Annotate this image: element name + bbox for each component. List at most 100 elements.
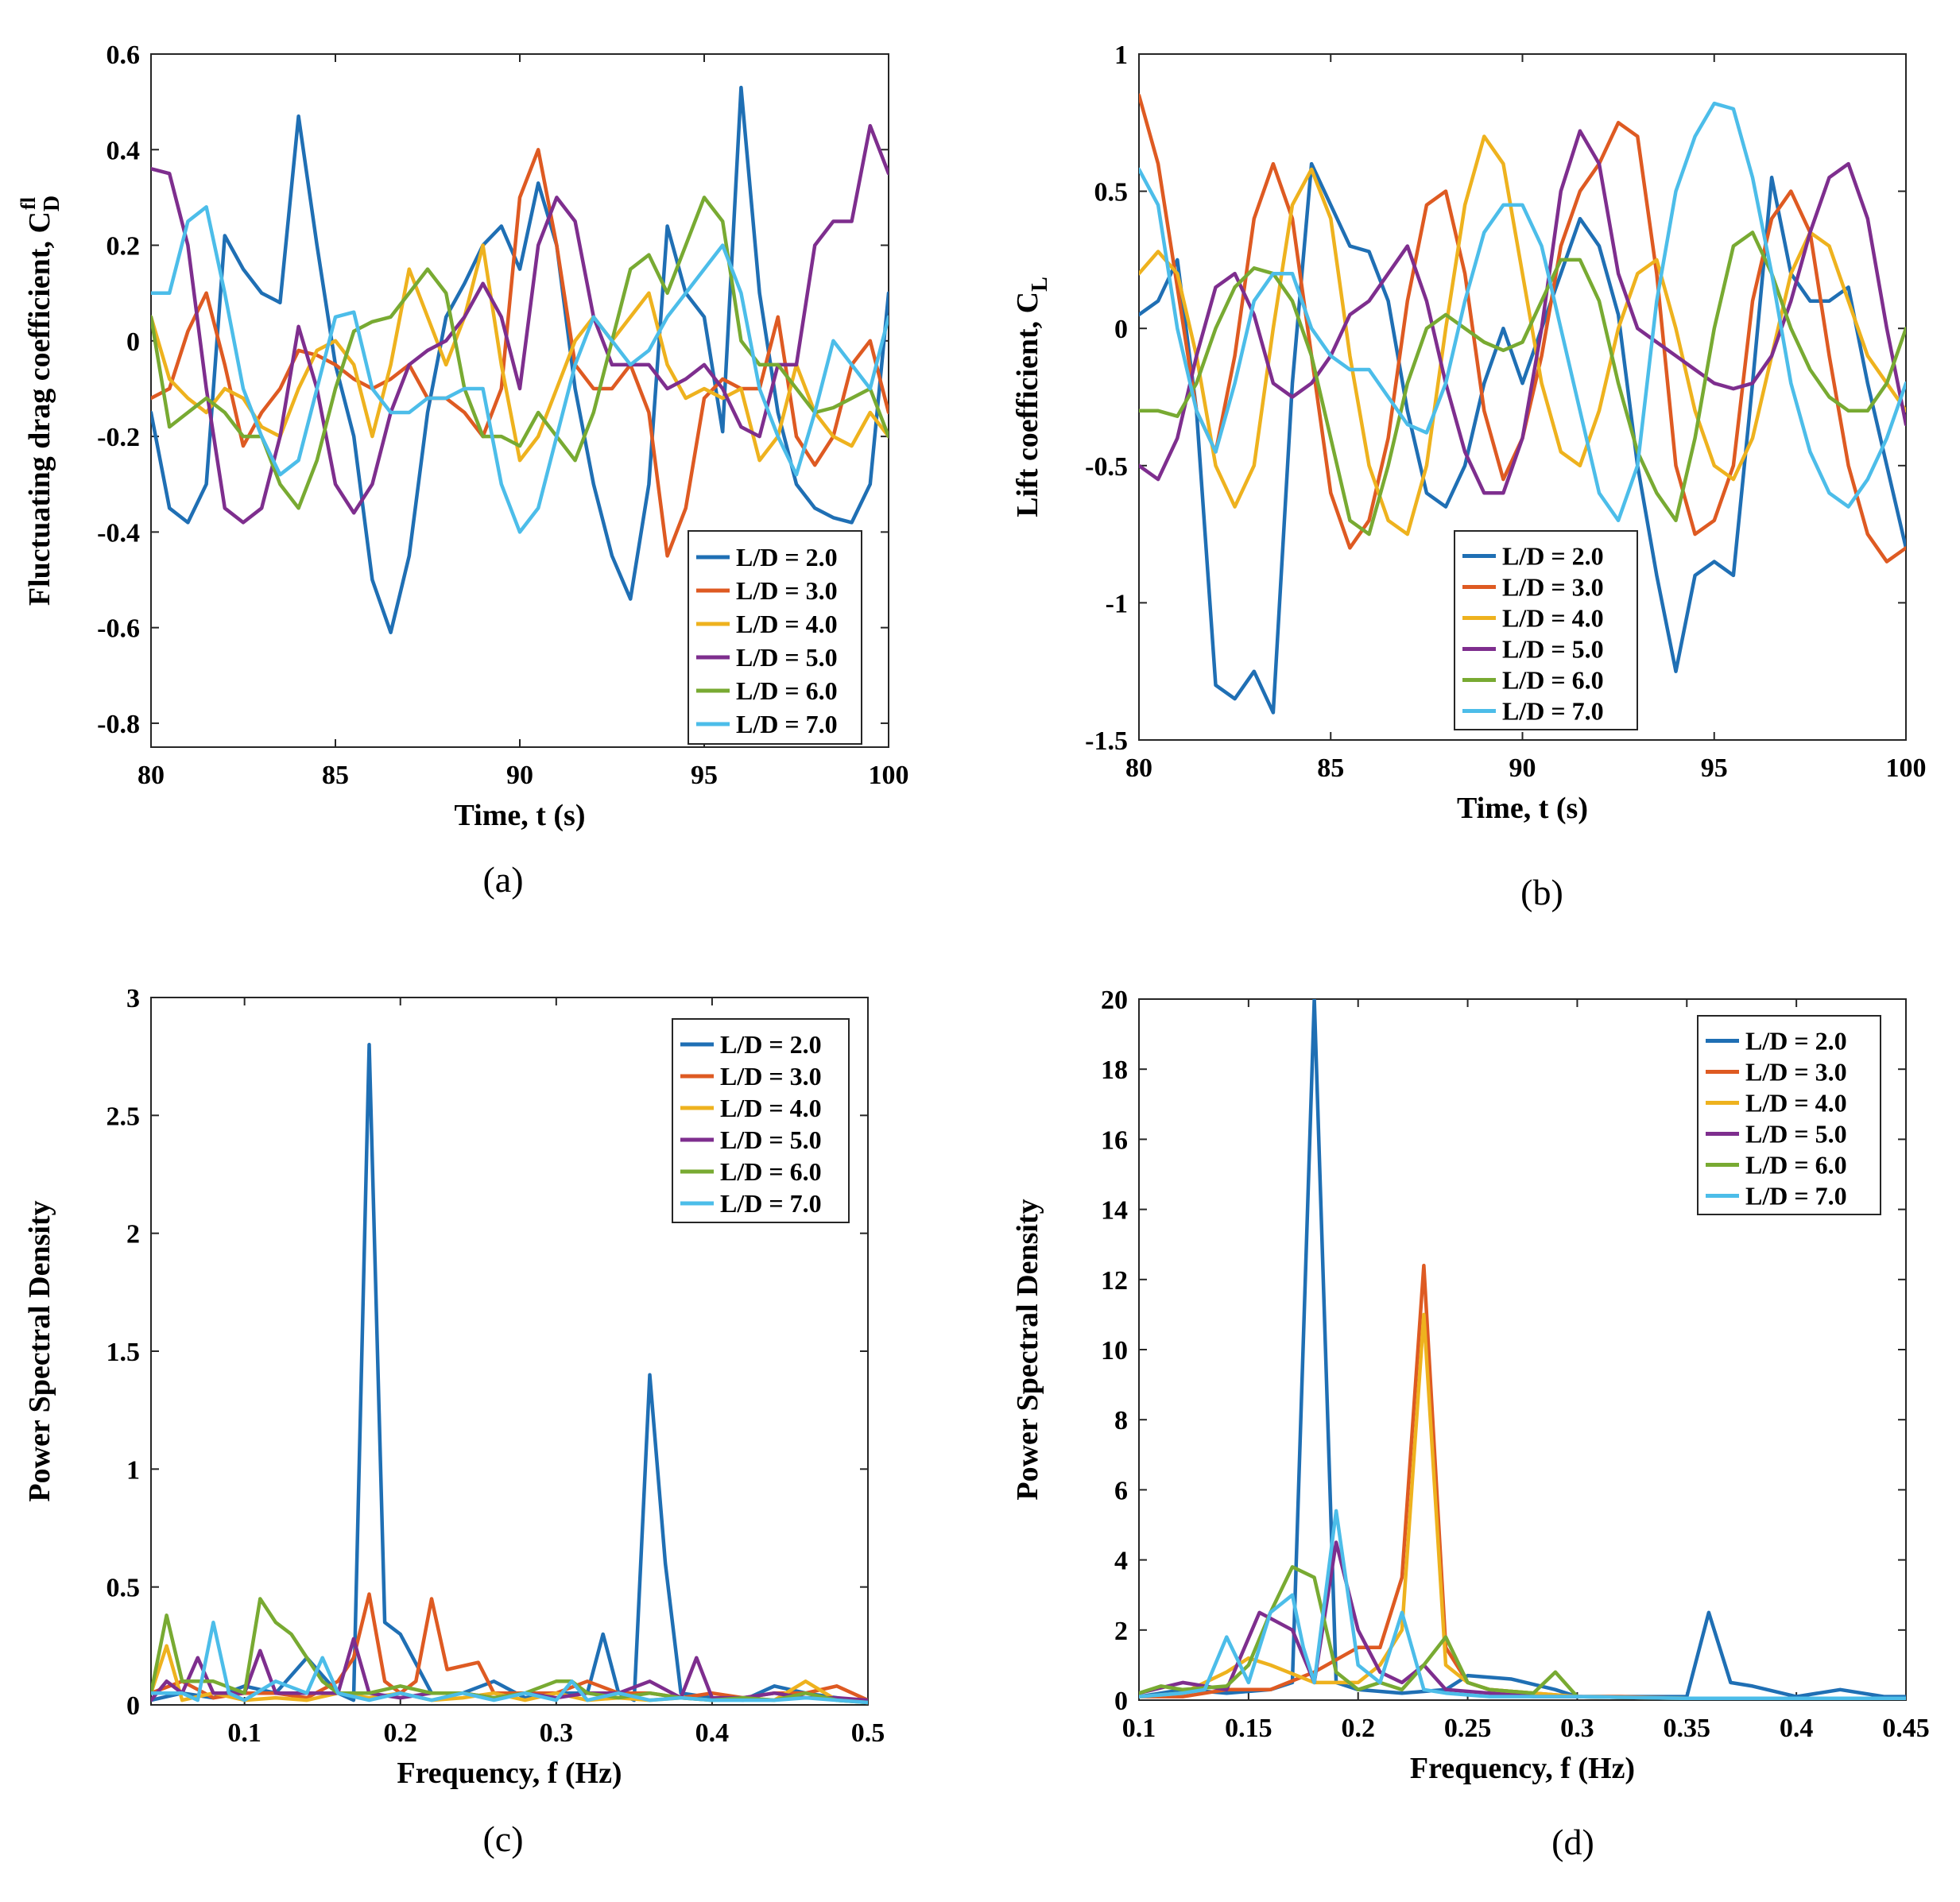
x-tick-label: 0.4 — [1780, 1714, 1814, 1743]
y-tick-label: 0.4 — [107, 136, 141, 165]
chart-panel-c: 0.1 0.2 0.3 0.4 0.5 0 0.5 1 1.5 2 2.5 3 Frequency, f… — [23, 984, 885, 1859]
x-tick-label: 0.4 — [695, 1718, 730, 1748]
y-tick-label: 0.5 — [1094, 178, 1129, 207]
legend-box — [672, 1018, 850, 1223]
legend-box — [1697, 1015, 1881, 1215]
panel-caption: (a) — [482, 859, 523, 900]
x-tick-label: 0.25 — [1444, 1714, 1492, 1743]
y-axis-label: Fluctuating drag coefficient, CDfl — [17, 196, 64, 606]
legend-label: L/D = 2.0 — [1502, 542, 1604, 571]
y-tick-label: 2 — [126, 1220, 140, 1249]
y-tick-label: 4 — [1114, 1547, 1128, 1576]
series-group — [151, 85, 889, 634]
y-tick-label: 2.5 — [107, 1102, 141, 1131]
legend-label: L/D = 7.0 — [1502, 697, 1604, 726]
x-tick-label: 100 — [1886, 753, 1927, 783]
legend-label: L/D = 3.0 — [736, 576, 838, 605]
x-tick-label: 0.2 — [383, 1718, 417, 1748]
legend-label: L/D = 5.0 — [720, 1125, 822, 1154]
legend-label: L/D = 3.0 — [720, 1062, 822, 1090]
legend-box — [688, 530, 862, 745]
legend-label: L/D = 6.0 — [720, 1157, 822, 1186]
y-tick-label: 0.2 — [107, 232, 141, 261]
x-tick-label: 0.1 — [1122, 1714, 1156, 1743]
y-tick-label: 2 — [1114, 1617, 1128, 1646]
x-axis-label: Frequency, f (Hz) — [397, 1757, 622, 1790]
y-axis-label-text: Power Spectral Density — [1011, 1199, 1044, 1500]
x-tick-label: 0.45 — [1882, 1714, 1930, 1743]
y-axis-label-superscript: fl — [17, 197, 40, 210]
chart-panel-d: 0.1 0.15 0.2 0.25 0.3 0.35 0.4 0.45 0 2 4 6 8 10 12 14 1… — [1011, 986, 1930, 1862]
x-tick-label: 85 — [1317, 753, 1344, 783]
y-tick-label: -0.5 — [1085, 452, 1128, 482]
y-tick-label: 1 — [126, 1455, 140, 1485]
legend-label: L/D = 3.0 — [1745, 1058, 1847, 1087]
series-group — [1139, 93, 1906, 715]
y-tick-label: 12 — [1101, 1266, 1128, 1296]
y-tick-label: 0 — [126, 327, 140, 357]
legend-label: L/D = 7.0 — [736, 710, 838, 738]
series-line-5 — [1139, 230, 1906, 537]
series-line-3 — [1139, 134, 1906, 537]
legend-label: L/D = 2.0 — [1745, 1027, 1847, 1056]
y-tick-label: 10 — [1101, 1336, 1128, 1365]
x-axis-label: Time, t (s) — [455, 799, 586, 832]
x-tick-label: 0.5 — [851, 1718, 885, 1748]
y-tick-label: 0 — [126, 1691, 140, 1721]
legend-label: L/D = 5.0 — [1745, 1120, 1847, 1149]
legend-box — [1454, 530, 1638, 730]
y-tick-label: 0 — [1114, 315, 1128, 344]
series-line-5 — [1139, 1565, 1906, 1700]
series-line-6 — [1139, 101, 1906, 523]
series-line-5 — [151, 196, 889, 510]
chart-panel-a: 80 85 90 95 100 -0.8 -0.6 -0.4 -0.2 0 0.2 0.4 0.6 Tim… — [17, 41, 909, 900]
legend: L/D = 2.0L/D = 3.0L/D = 4.0L/D = 5.0L/D … — [1697, 1015, 1881, 1215]
y-tick-label: -0.2 — [97, 423, 140, 452]
y-tick-label: 6 — [1114, 1476, 1128, 1505]
legend-label: L/D = 6.0 — [1502, 666, 1604, 695]
legend-label: L/D = 5.0 — [736, 643, 838, 672]
y-tick-label: 0.6 — [107, 41, 141, 70]
legend-label: L/D = 2.0 — [736, 543, 838, 571]
legend-label: L/D = 4.0 — [1502, 604, 1604, 633]
legend-label: L/D = 3.0 — [1502, 573, 1604, 602]
legend-label: L/D = 4.0 — [720, 1094, 822, 1122]
y-tick-label: -0.6 — [97, 614, 140, 644]
series-line-6 — [151, 205, 889, 534]
y-axis-label: Power Spectral Density — [23, 1200, 56, 1501]
x-tick-label: 0.35 — [1664, 1714, 1711, 1743]
y-tick-label: 14 — [1101, 1196, 1128, 1226]
legend-label: L/D = 6.0 — [1745, 1151, 1847, 1180]
series-group — [1139, 999, 1906, 1700]
y-axis-label-text: Fluctuating drag coefficient, C — [23, 211, 56, 606]
y-tick-label: 3 — [126, 984, 140, 1013]
series-line-3 — [151, 243, 889, 463]
chart-panel-b: 80 85 90 95 100 -1.5 -1 -0.5 0 0.5 1 Time, t (s) Lif… — [1011, 41, 1927, 912]
x-tick-label: 90 — [506, 761, 533, 790]
series-line-6 — [1139, 1509, 1906, 1700]
panel-caption: (d) — [1551, 1822, 1594, 1862]
y-axis-label-subscript: L — [1028, 277, 1052, 292]
y-axis-label: Power Spectral Density — [1011, 1199, 1044, 1500]
x-tick-label: 80 — [138, 761, 165, 790]
series-line-4 — [1139, 129, 1906, 495]
y-tick-label: 20 — [1101, 986, 1128, 1015]
legend-label: L/D = 4.0 — [1745, 1089, 1847, 1118]
x-tick-label: 85 — [322, 761, 349, 790]
x-tick-label: 80 — [1125, 753, 1152, 783]
series-line-2 — [151, 1592, 868, 1703]
series-group — [151, 1043, 868, 1705]
x-axis-label: Time, t (s) — [1457, 792, 1588, 825]
y-tick-label: -1.5 — [1085, 726, 1128, 756]
x-tick-label: 0.15 — [1225, 1714, 1272, 1743]
y-tick-label: 18 — [1101, 1056, 1128, 1085]
y-tick-label: 16 — [1101, 1125, 1128, 1155]
x-tick-label: 90 — [1509, 753, 1536, 783]
x-tick-label: 100 — [869, 761, 909, 790]
y-tick-label: 1 — [1114, 41, 1128, 70]
y-tick-label: 0 — [1114, 1687, 1128, 1716]
y-tick-label: 1.5 — [107, 1338, 141, 1367]
x-tick-label: 0.1 — [227, 1718, 261, 1748]
series-line-1 — [151, 85, 889, 634]
